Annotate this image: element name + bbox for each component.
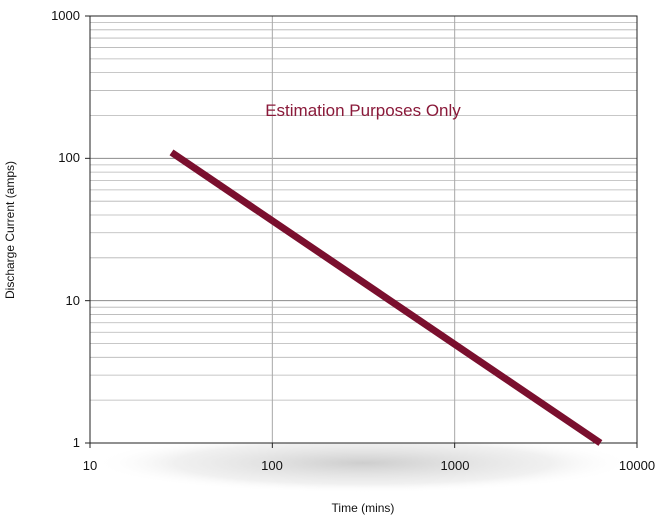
y-tick-label-1: 1: [73, 435, 80, 450]
y-tick-label-100: 100: [58, 150, 80, 165]
plot-border: [89, 15, 638, 444]
discharge-curve-line: [169, 149, 603, 446]
y-tick-label-1000: 1000: [51, 8, 80, 23]
estimation-note: Estimation Purposes Only: [265, 101, 461, 120]
x-tick-label-10: 10: [83, 458, 97, 473]
y-tick-label-10: 10: [66, 293, 80, 308]
y-axis-label: Discharge Current (amps): [3, 161, 17, 299]
x-tick-label-10000: 10000: [619, 458, 655, 473]
x-axis-label: Time (mins): [332, 501, 395, 515]
x-tick-label-1000: 1000: [441, 458, 470, 473]
minor-gridlines: [90, 22, 637, 401]
plot-area: [90, 16, 637, 443]
series-layer: [169, 149, 603, 446]
x-tick-label-100: 100: [261, 458, 283, 473]
floor-shadow: [93, 433, 633, 493]
